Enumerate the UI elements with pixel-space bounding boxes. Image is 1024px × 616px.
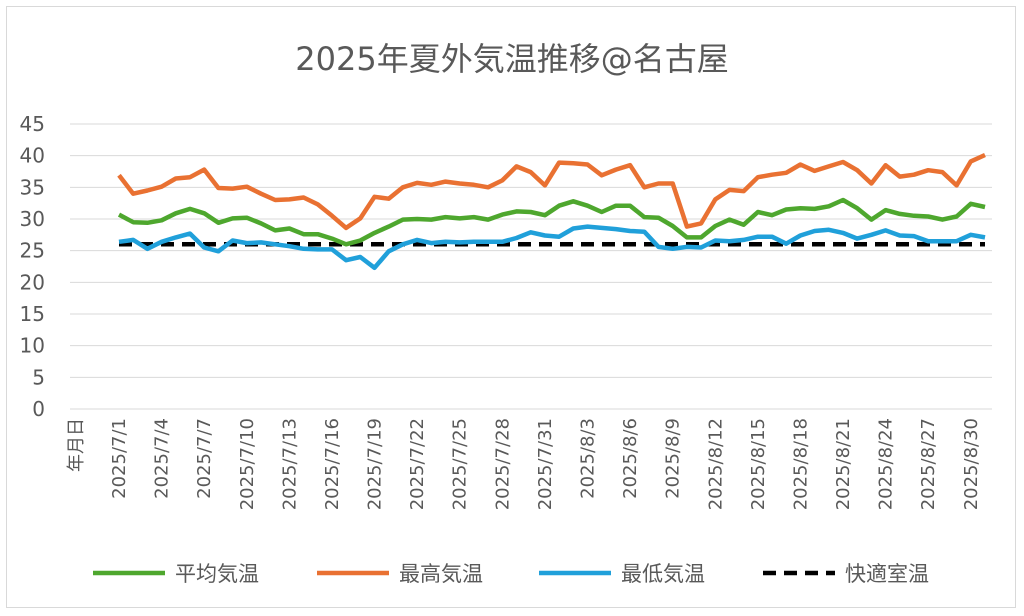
x-tick-label: 2025/7/13 [279,418,300,510]
y-tick-label: 30 [20,207,45,231]
x-tick-label: 2025/7/7 [194,418,215,499]
series-lines [117,152,986,271]
x-tick-label: 2025/8/18 [790,418,811,510]
x-tick-label: 2025/7/25 [450,418,471,510]
y-tick-label: 45 [20,112,45,136]
x-tick-label: 2025/8/21 [833,418,854,510]
series-line-1 [117,152,986,231]
x-tick-label: 2025/7/31 [535,418,556,510]
x-tick-label: 2025/8/30 [961,418,982,510]
chart-frame [6,6,1016,608]
series-line-0 [117,197,986,247]
x-tick-label: 2025/7/19 [365,418,386,510]
legend-label: 最高気温 [399,562,483,586]
y-tick-label: 15 [20,302,45,326]
x-axis-ticks: 2025/7/1 2025/7/4 2025/7/7 2025/7/10 2025/7/… [109,418,982,510]
x-tick-label: 2025/8/12 [705,418,726,510]
y-tick-label: 5 [32,365,45,389]
legend-label: 快適室温 [845,562,929,586]
x-tick-label: 2025/7/4 [152,418,173,499]
x-axis-label: 年月日 [66,418,87,472]
x-tick-label: 2025/8/15 [748,418,769,510]
y-tick-label: 20 [20,270,45,294]
y-tick-label: 40 [20,144,45,168]
x-tick-label: 2025/7/1 [109,418,130,499]
legend-label: 平均気温 [175,562,259,586]
x-tick-label: 2025/8/27 [918,418,939,510]
x-tick-label: 2025/8/3 [577,418,598,499]
x-tick-label: 2025/7/10 [237,418,258,510]
y-tick-label: 10 [20,334,45,358]
y-tick-label: 25 [20,239,45,263]
series-line-2 [118,224,986,271]
x-tick-label: 2025/7/16 [322,418,343,510]
gridlines [70,123,992,410]
y-tick-label: 0 [32,397,45,421]
y-tick-label: 35 [20,175,45,199]
chart-title: 2025年夏外気温推移@名古屋 [295,40,729,78]
y-axis-ticks: 0 5 10 15 20 25 30 35 40 45 [20,112,45,421]
x-tick-label: 2025/8/9 [663,418,684,499]
legend: 平均気温 最高気温 最低気温 快適室温 [93,562,929,586]
x-tick-label: 2025/7/28 [492,418,513,510]
x-tick-label: 2025/7/22 [407,418,428,510]
legend-label: 最低気温 [621,562,705,586]
x-tick-label: 2025/8/6 [620,418,641,499]
x-tick-label: 2025/8/24 [876,418,897,510]
